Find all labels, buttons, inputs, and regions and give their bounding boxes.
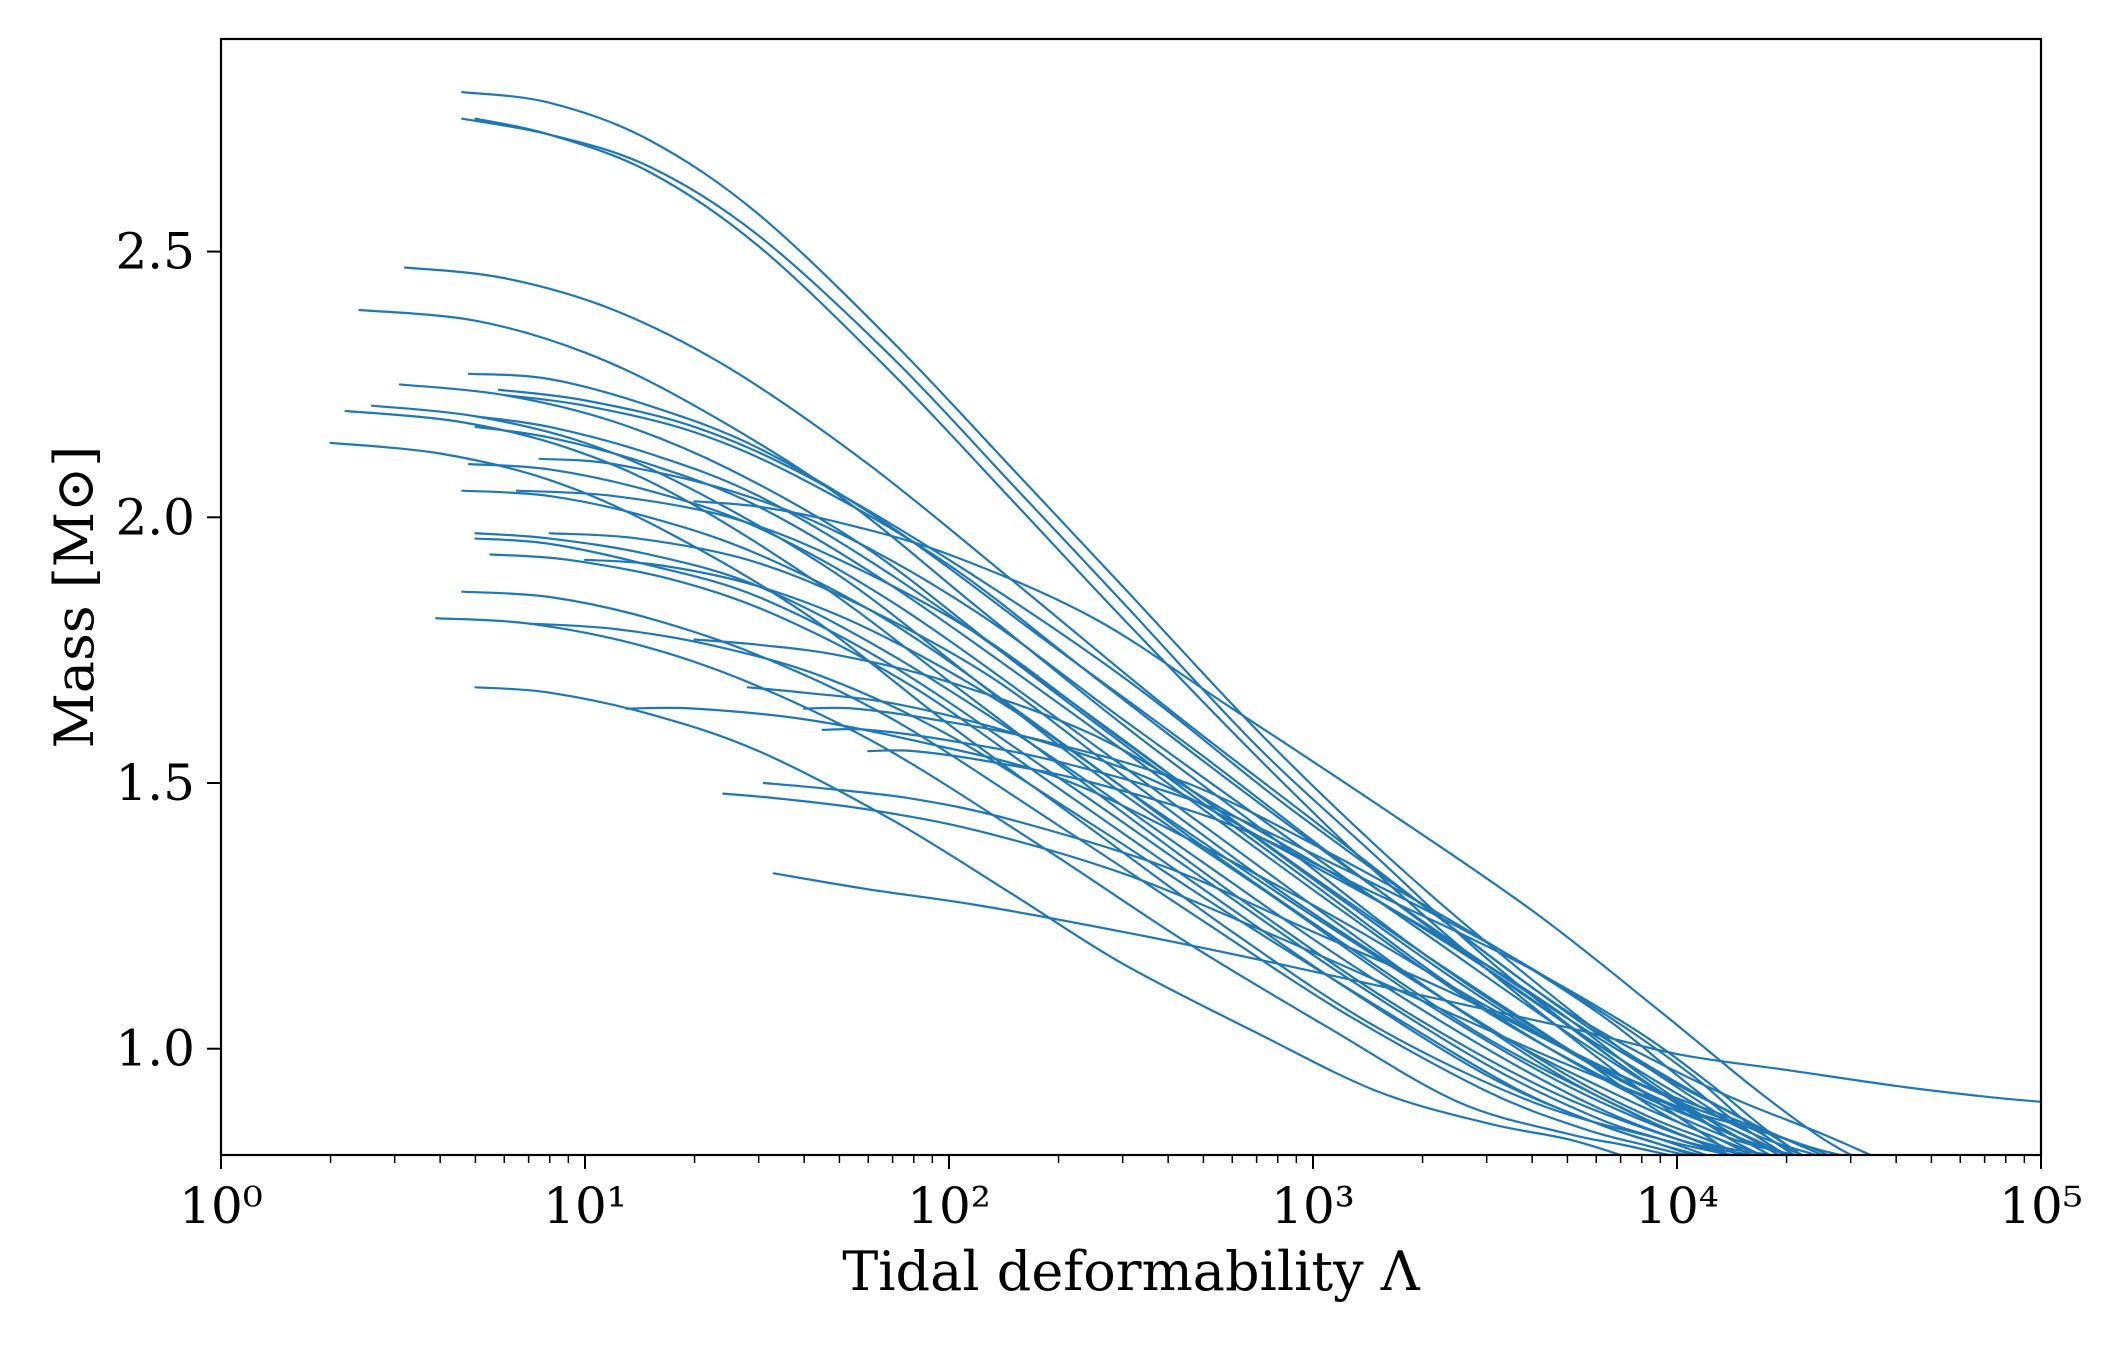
plot-area-frame [219, 37, 2043, 1157]
eos-curve-24 [722, 792, 1830, 1155]
y-tick-label: 1.5 [115, 754, 195, 812]
eos-curve-31 [693, 638, 1762, 1155]
curve-group [329, 91, 2041, 1155]
eos-curve-8 [503, 393, 1803, 1155]
x-tick-label: 10⁴ [1635, 1177, 1719, 1235]
x-tick-label: 10³ [1271, 1177, 1355, 1235]
x-tick-label: 10¹ [543, 1177, 627, 1235]
x-tick-label: 10⁰ [179, 1177, 263, 1235]
eos-curve-3 [474, 117, 1720, 1146]
eos-curve-28 [693, 500, 1852, 1155]
y-tick-label: 2.0 [115, 488, 195, 546]
eos-curve-34 [867, 749, 1803, 1155]
y-axis-label: Mass [M⊙] [43, 446, 106, 749]
eos-curve-27 [497, 388, 1872, 1155]
eos-curve-19 [461, 590, 1686, 1155]
y-axis-ticks: 1.0 1.5 2.0 2.5 [115, 223, 221, 1078]
y-tick-label: 1.0 [115, 1020, 195, 1078]
eos-curve-4 [403, 266, 1823, 1155]
eos-curve-35 [548, 532, 1732, 1155]
eos-curve-1 [461, 91, 1743, 1130]
eos-curve-32 [746, 686, 1772, 1155]
eos-curve-37 [803, 706, 1788, 1155]
eos-curve-13 [474, 425, 1772, 1155]
x-tick-label: 10² [907, 1177, 991, 1235]
eos-curve-17 [474, 537, 1707, 1155]
eos-curve-22 [474, 686, 1622, 1155]
x-axis-label: Tidal deformability Λ [842, 1240, 1420, 1303]
x-tick-label: 10⁵ [1999, 1177, 2083, 1235]
y-tick-label: 2.5 [115, 223, 195, 281]
eos-curve-33 [821, 727, 1796, 1155]
eos-curve-36 [583, 558, 1743, 1155]
eos-curve-20 [435, 617, 1670, 1155]
eos-curve-7 [398, 383, 1796, 1155]
eos-curve-2 [461, 117, 1732, 1141]
x-axis-ticks: 10⁰ 10¹ 10² 10³ 10⁴ 10⁵ [179, 1155, 2083, 1235]
